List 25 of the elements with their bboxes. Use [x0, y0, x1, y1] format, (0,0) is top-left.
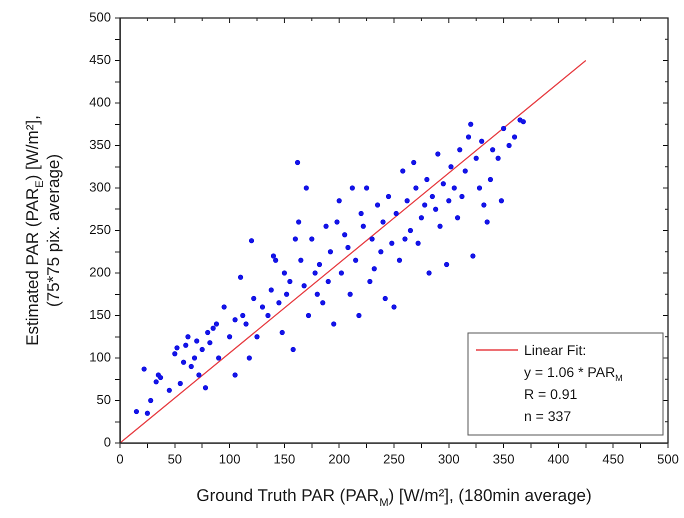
x-tick-label: 50 [168, 451, 182, 466]
y-tick-label: 400 [89, 94, 111, 110]
y-tick-label: 350 [89, 137, 111, 152]
x-tick-label: 350 [492, 451, 514, 466]
x-tick-label: 100 [218, 451, 240, 466]
y-tick-label: 450 [89, 52, 111, 68]
y-tick-label: 500 [89, 10, 111, 25]
y-tick-label: 300 [89, 180, 111, 195]
y-tick-label: 200 [89, 264, 111, 280]
x-tick-label: 400 [548, 451, 570, 466]
x-tick-label: 450 [602, 451, 624, 466]
x-tick-label: 300 [438, 451, 460, 466]
y-tick-label: 50 [96, 392, 111, 408]
annotation: R = 0.91 [524, 386, 578, 402]
y-tick-label: 250 [89, 222, 111, 238]
annotation: n = 337 [524, 408, 572, 424]
y-tick-label: 100 [89, 350, 111, 365]
x-tick-label: 250 [383, 451, 405, 466]
x-tick-label: 150 [274, 451, 296, 466]
y-tick-label: 150 [89, 307, 111, 322]
x-tick-label: 200 [328, 451, 350, 466]
y-tick-label: 0 [104, 434, 111, 450]
x-tick-label: 0 [116, 451, 124, 466]
x-tick-label: 500 [657, 451, 679, 466]
legend-label: Linear Fit: [524, 342, 586, 358]
